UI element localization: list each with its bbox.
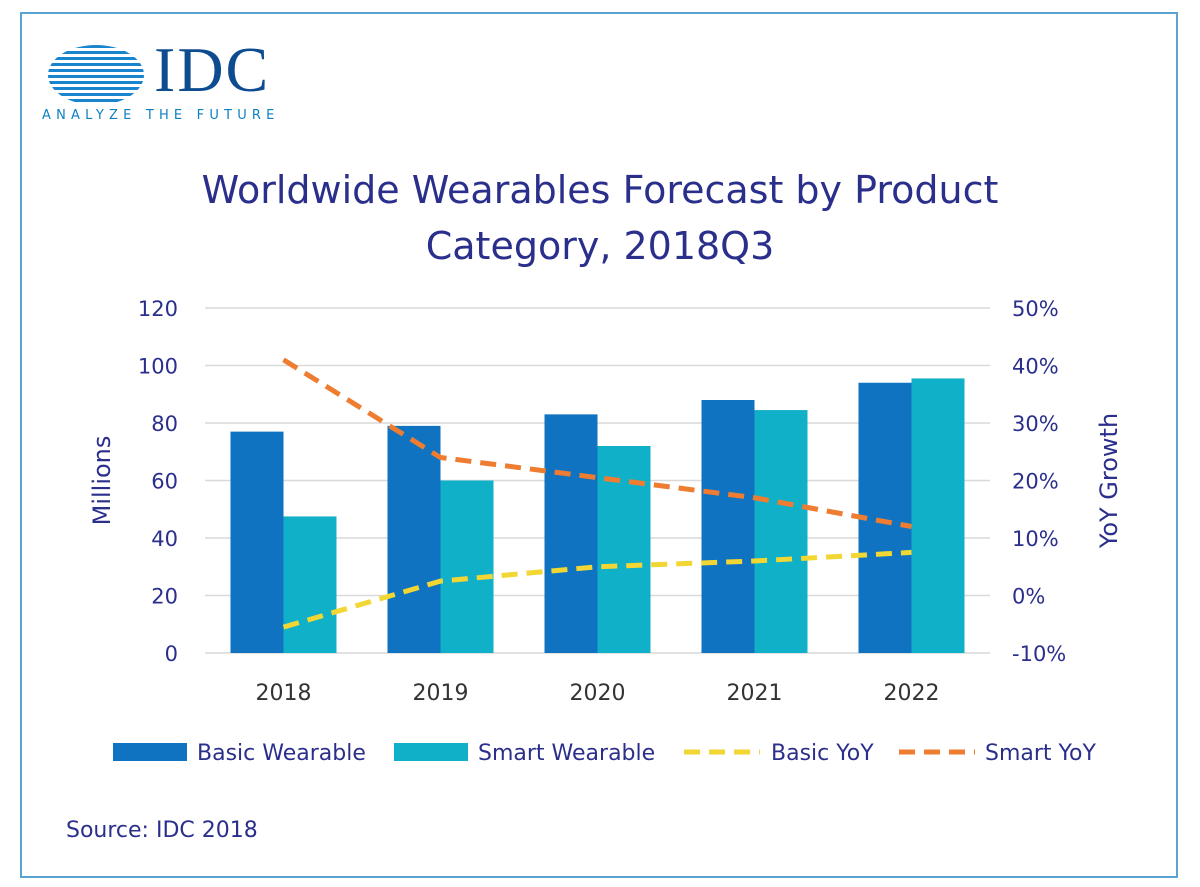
y-tick-label: 0 <box>165 642 178 666</box>
y-tick-label: 60 <box>151 470 178 494</box>
y2-tick-label: 0% <box>1012 585 1045 609</box>
bar-smart-wearable <box>911 378 965 653</box>
legend-swatch-basic-wearable <box>113 743 187 761</box>
logo-tagline: ANALYZE THE FUTURE <box>42 108 280 123</box>
chart-title-line-2: Category, 2018Q3 <box>425 224 775 268</box>
y-tick-label: 80 <box>151 412 178 436</box>
y2-axis-label: YoY Growth <box>1095 413 1123 549</box>
bar-smart-wearable <box>283 516 337 653</box>
y2-tick-label: 30% <box>1012 412 1059 436</box>
bar-basic-wearable <box>701 400 755 653</box>
y2-tick-label: 50% <box>1012 297 1059 321</box>
bar-basic-wearable <box>387 425 441 653</box>
y2-tick-label: 10% <box>1012 527 1059 551</box>
x-tick-label: 2020 <box>570 681 626 706</box>
x-tick-label: 2019 <box>413 681 469 706</box>
bar-smart-wearable <box>440 480 494 653</box>
globe-icon <box>48 45 144 102</box>
chart-title-line-1: Worldwide Wearables Forecast by Product <box>201 168 999 212</box>
y-tick-label: 100 <box>138 355 178 379</box>
y2-tick-label: 20% <box>1012 470 1059 494</box>
y-tick-label: 120 <box>138 297 178 321</box>
bars <box>230 378 965 653</box>
bar-basic-wearable <box>230 431 284 653</box>
legend-label-smart-wearable: Smart Wearable <box>478 741 655 766</box>
legend: Basic Wearable Smart Wearable Basic YoY Sma… <box>113 741 1097 766</box>
logo-wordmark: IDC <box>154 34 271 105</box>
legend-swatch-smart-wearable <box>394 743 468 761</box>
y2-tick-label: 40% <box>1012 355 1059 379</box>
x-tick-label: 2022 <box>884 681 940 706</box>
x-tick-label: 2018 <box>256 681 312 706</box>
bar-basic-wearable <box>544 414 598 653</box>
bar-basic-wearable <box>858 382 912 653</box>
line-basic-yoy <box>282 549 912 630</box>
chart-frame <box>20 12 1178 878</box>
x-tick-label: 2021 <box>727 681 783 706</box>
source-note: Source: IDC 2018 <box>66 818 258 843</box>
axes: 0 -10% 20 0% 40 10% 60 20% 80 30% 100 40% 120 50% Mill… <box>88 297 1123 706</box>
bar-smart-wearable <box>754 410 808 653</box>
chart-title: Worldwide Wearables Forecast by Product … <box>120 162 1080 274</box>
legend-label-basic-wearable: Basic Wearable <box>197 741 366 766</box>
yoy-lines <box>282 357 912 630</box>
y2-tick-label: -10% <box>1012 642 1066 666</box>
idc-logo: IDC ANALYZE THE FUTURE <box>42 38 302 132</box>
y-axis-label: Millions <box>88 436 116 526</box>
line-smart-yoy <box>282 357 912 529</box>
y-tick-label: 20 <box>151 585 178 609</box>
y-tick-label: 40 <box>151 527 178 551</box>
legend-label-smart-yoy: Smart YoY <box>985 741 1097 766</box>
legend-label-basic-yoy: Basic YoY <box>771 741 874 766</box>
